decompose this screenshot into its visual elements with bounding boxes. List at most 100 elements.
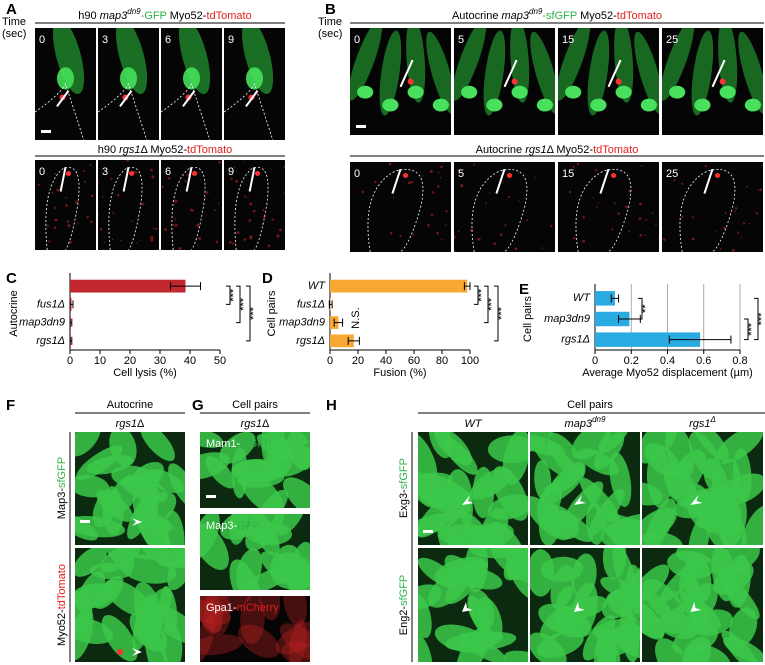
speckle — [65, 204, 68, 207]
bar — [70, 279, 186, 293]
speckle — [430, 213, 434, 217]
speckle — [361, 217, 363, 220]
cell-tip — [432, 98, 449, 112]
speckle — [731, 222, 733, 225]
marker-line — [599, 168, 610, 194]
x-axis-label: Cell lysis (%) — [113, 367, 177, 379]
marker-line — [503, 59, 518, 88]
x-tick-label: 20 — [352, 355, 364, 367]
cell — [476, 596, 503, 642]
significance-bracket — [744, 318, 749, 341]
cell — [472, 466, 495, 519]
panel-letter: E — [519, 281, 529, 298]
speckle — [150, 238, 154, 242]
significance-bracket — [754, 297, 759, 341]
cell — [642, 564, 670, 603]
y-axis-label: Cell pairs — [266, 290, 278, 336]
cell — [727, 554, 751, 608]
marker-line — [399, 59, 414, 88]
cell-tip — [669, 85, 686, 99]
speckle — [429, 169, 433, 173]
cell — [200, 596, 222, 633]
cell — [206, 596, 253, 614]
speckle — [421, 175, 424, 177]
strain-label-part: rgs1 — [241, 418, 262, 430]
channel-label-part: Gpa1- — [206, 602, 237, 614]
micrograph — [200, 432, 310, 508]
speckle — [755, 212, 758, 215]
cell-tip — [744, 98, 761, 112]
speckle — [759, 188, 762, 192]
cell — [741, 505, 763, 545]
myo52-dot — [507, 173, 513, 178]
cell-outline — [171, 167, 206, 250]
row-label-part: Myo52- — [56, 609, 68, 646]
time-point: 15 — [562, 34, 574, 46]
cell-tip — [461, 85, 478, 99]
arrowhead — [574, 495, 586, 505]
speckle — [740, 236, 742, 239]
significance-bracket — [226, 285, 231, 305]
speckle — [549, 247, 551, 249]
row-title: h90 rgs1Δ Myo52-tdTomato — [98, 144, 233, 156]
cell — [589, 488, 625, 536]
row-title-part: Autocrine — [452, 10, 502, 22]
speckle — [228, 241, 232, 244]
cell — [200, 432, 224, 448]
category-label: rgs1Δ — [561, 334, 590, 346]
speckle — [214, 209, 217, 212]
channel-label-part: Mam1- — [206, 438, 241, 450]
row-label: Myo52-tdTomato — [56, 564, 68, 646]
speckle — [271, 218, 275, 221]
panel-header: Cell pairs — [232, 399, 278, 411]
speckle — [638, 216, 642, 220]
speckle — [457, 169, 460, 172]
speckle — [639, 233, 643, 237]
cell — [283, 596, 307, 627]
bar — [595, 311, 630, 327]
speckle — [454, 235, 456, 239]
panel-letter: H — [326, 397, 337, 414]
significance-bracket — [484, 285, 489, 324]
x-tick-label: 100 — [461, 355, 479, 367]
speckle — [83, 180, 86, 183]
speckle — [436, 231, 439, 235]
speckle — [204, 197, 207, 199]
cell — [599, 623, 640, 657]
cell — [426, 31, 451, 115]
cell — [606, 590, 640, 620]
speckle — [517, 172, 520, 174]
panel-letter: G — [192, 397, 204, 414]
cell — [200, 452, 230, 480]
cell — [96, 490, 134, 522]
time-point: 25 — [666, 168, 678, 180]
speckle — [715, 231, 717, 233]
micrograph — [161, 160, 222, 250]
cell-outline — [471, 169, 528, 252]
micrograph — [98, 28, 159, 140]
row-title-part: h90 — [78, 10, 99, 22]
speckle — [454, 250, 456, 252]
row-title-part: Δ Myo52- — [141, 144, 188, 156]
speckle — [617, 212, 620, 215]
cell — [109, 432, 137, 467]
speckle — [83, 169, 86, 173]
speckle — [217, 202, 220, 205]
speckle — [361, 190, 365, 194]
speckle — [54, 206, 57, 210]
error-bar — [333, 318, 344, 327]
speckle — [77, 222, 79, 224]
speckle — [514, 247, 518, 251]
arrowhead — [690, 495, 703, 505]
channel-label-part: sfGFP — [240, 438, 271, 450]
cell — [420, 473, 471, 503]
cell — [77, 571, 106, 613]
cell-tip — [56, 67, 75, 90]
speckle — [757, 188, 759, 191]
speckle — [477, 237, 481, 241]
speckle — [91, 194, 94, 198]
speckle — [748, 222, 751, 225]
x-tick-label: 0 — [67, 355, 73, 367]
speckle — [594, 168, 598, 172]
row-title-part: -sfGFP — [542, 10, 577, 22]
